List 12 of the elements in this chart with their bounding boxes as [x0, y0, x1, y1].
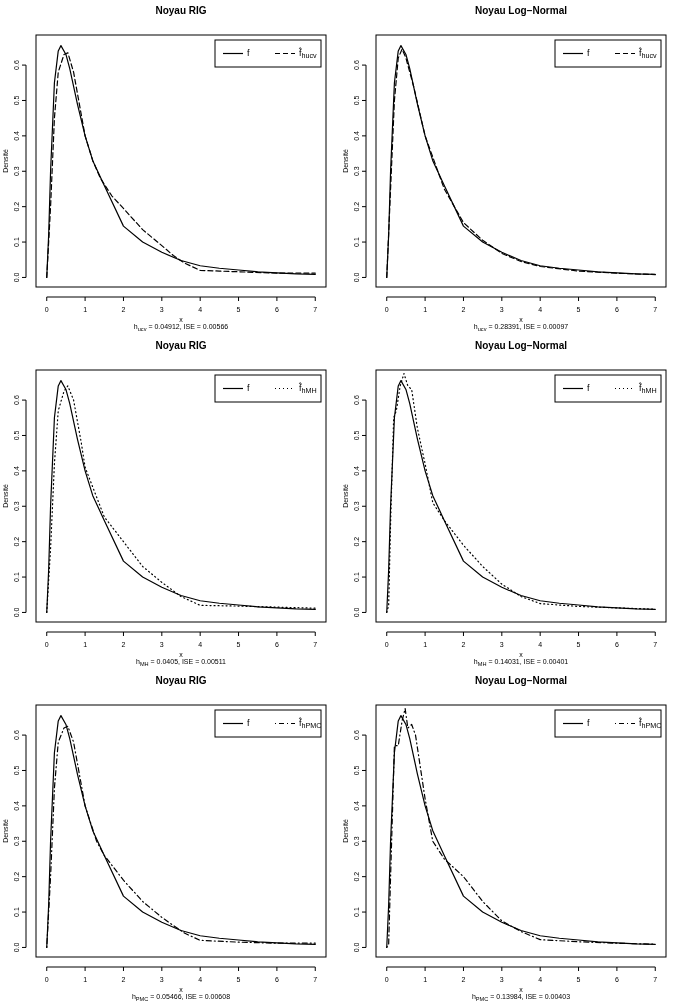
chart-title: Noyau RIG	[155, 675, 207, 686]
chart-title: Noyau RIG	[155, 340, 207, 351]
legend-label: f	[247, 382, 250, 393]
chart-title: Noyau RIG	[155, 5, 207, 16]
legend-label: f	[247, 717, 250, 728]
legend-label: f	[587, 382, 590, 393]
chart-title: Noyau Log−Normal	[475, 340, 568, 351]
chart-title: Noyau Log−Normal	[475, 5, 568, 16]
legend-label: f	[247, 47, 250, 58]
chart-title: Noyau Log−Normal	[475, 675, 568, 686]
legend-label: f	[587, 47, 590, 58]
legend-label: f	[587, 717, 590, 728]
